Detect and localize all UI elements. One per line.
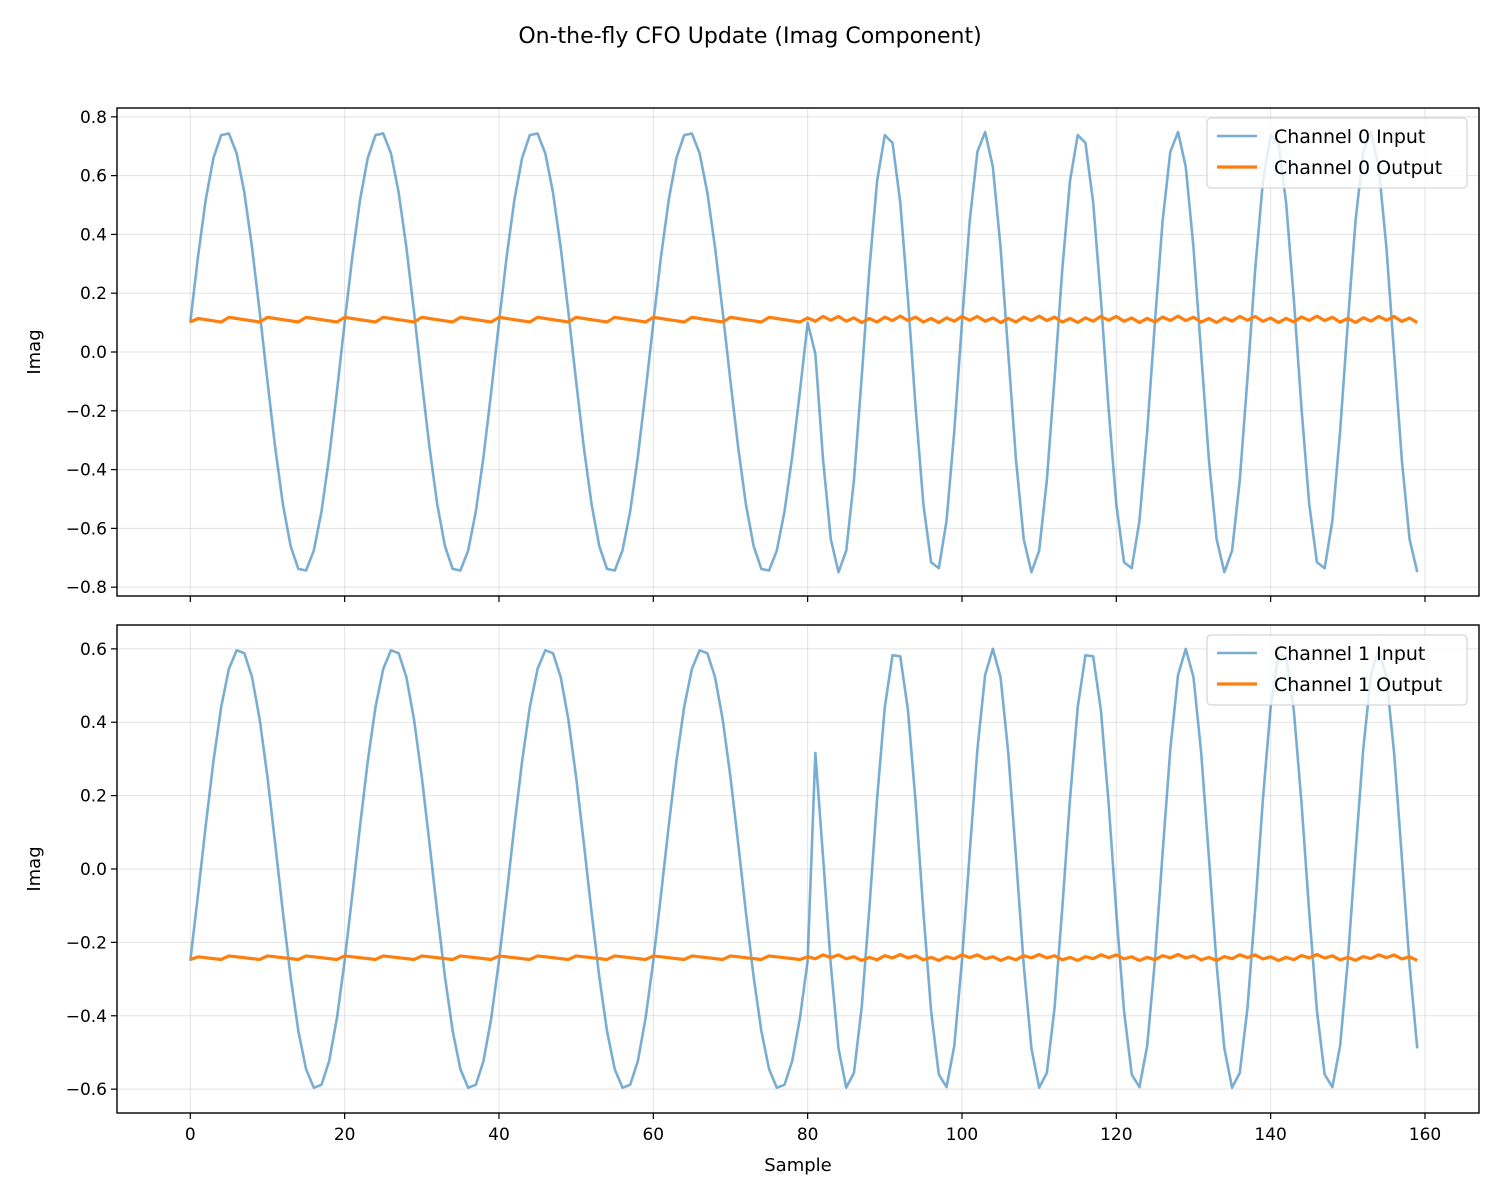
- y-axis-label: Imag: [24, 846, 45, 891]
- y-tick-label: 0.2: [80, 284, 107, 304]
- y-tick-label: −0.8: [66, 578, 107, 598]
- legend-box: [1206, 634, 1468, 706]
- y-tick-label: −0.6: [66, 519, 107, 539]
- x-tick-label: 20: [334, 1125, 356, 1145]
- series-line-channel-1-input: [189, 647, 1419, 1089]
- x-tick-label: 100: [946, 1125, 978, 1145]
- y-tick-label: 0.0: [80, 343, 107, 363]
- y-tick-label: −0.4: [66, 1007, 107, 1027]
- panel-channel-0: −0.8 −0.6 −0.4 −0.2 0.0 0.2 0.4 0.6 0.8 Imag Chann…: [24, 107, 1480, 602]
- legend-entry: Channel 1 Output: [1274, 674, 1442, 696]
- series-line-channel-0-input: [189, 130, 1419, 574]
- x-tick-label: 80: [797, 1125, 819, 1145]
- y-tick-label: −0.4: [66, 461, 107, 481]
- legend: Channel 0 Input Channel 0 Output: [1206, 117, 1468, 189]
- figure-title: On-the-fly CFO Update (Imag Component): [518, 24, 981, 49]
- y-tick-label: 0.6: [80, 640, 107, 660]
- x-tick-label: 140: [1254, 1125, 1286, 1145]
- y-tick-label: 0.4: [80, 225, 107, 245]
- panel-channel-1: −0.6 −0.4 −0.2 0.0 0.2 0.4 0.6 0 20 40 60 80 100 120 1…: [24, 624, 1480, 1176]
- y-tick-label: 0.6: [80, 167, 107, 187]
- series-line-channel-1-output: [189, 952, 1418, 963]
- x-tick-label: 0: [185, 1125, 196, 1145]
- y-tick-label: −0.2: [66, 402, 107, 422]
- y-tick-label: 0.0: [80, 860, 107, 880]
- series-line-channel-0-output: [189, 314, 1419, 325]
- y-tick-label: 0.4: [80, 713, 107, 733]
- y-tick-label: −0.2: [66, 933, 107, 953]
- y-tick-label: −0.6: [66, 1080, 107, 1100]
- legend-entry: Channel 1 Input: [1274, 643, 1425, 665]
- y-tick-label: 0.2: [80, 787, 107, 807]
- legend: Channel 1 Input Channel 1 Output: [1206, 634, 1468, 706]
- x-axis-label: Sample: [764, 1155, 832, 1176]
- legend-entry: Channel 0 Input: [1274, 126, 1425, 148]
- x-tick-label: 160: [1409, 1125, 1441, 1145]
- y-axis-label: Imag: [24, 329, 45, 374]
- legend-box: [1206, 117, 1468, 189]
- x-tick-label: 40: [488, 1125, 510, 1145]
- x-tick-label: 60: [642, 1125, 664, 1145]
- x-tick-label: 120: [1100, 1125, 1132, 1145]
- grid: [117, 108, 1479, 596]
- legend-entry: Channel 0 Output: [1274, 157, 1442, 179]
- y-tick-label: 0.8: [80, 108, 107, 128]
